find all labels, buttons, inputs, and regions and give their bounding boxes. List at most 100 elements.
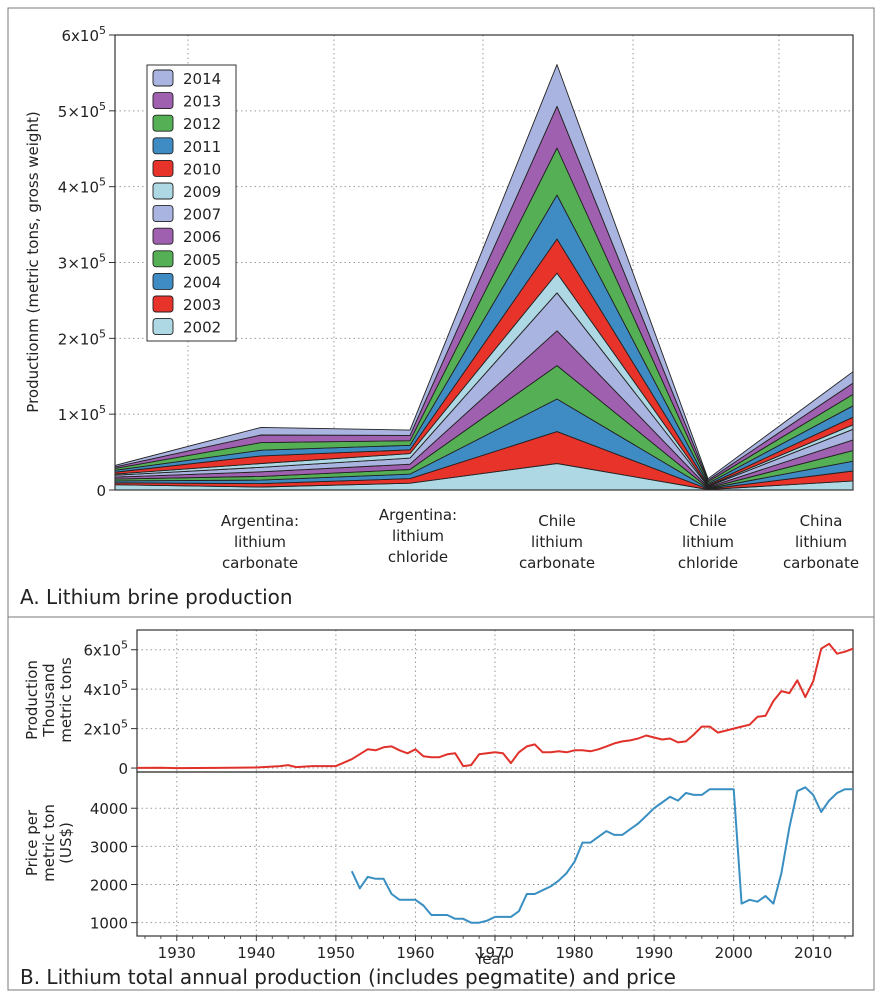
category-label-line: lithium xyxy=(531,533,583,551)
legend-swatch-2009 xyxy=(152,182,174,200)
x-tick-label: 1970 xyxy=(476,944,514,962)
panel-a-y-tick-label-exponent: 5 xyxy=(99,176,106,189)
production-y-tick-label: 2x105 xyxy=(83,718,128,739)
panel-a-y-axis-label: Productionm (metric tons, gross weight) xyxy=(24,111,42,412)
legend-label-2003: 2003 xyxy=(183,296,221,314)
panel-a-y-tick-label: 1×105 xyxy=(58,403,106,424)
category-label-line: Argentina: xyxy=(221,512,299,530)
category-label-line: chloride xyxy=(388,548,448,566)
legend-swatch-2013 xyxy=(152,92,174,110)
panel-b-production-series xyxy=(136,642,854,770)
category-label: Argentina: lithium carbonate xyxy=(221,512,299,572)
price-y-tick-label: 3000 xyxy=(90,838,128,856)
legend-swatch-2014 xyxy=(152,69,174,87)
legend-label-2002: 2002 xyxy=(183,319,221,337)
price-line xyxy=(350,786,853,924)
legend-label-2013: 2013 xyxy=(183,93,221,111)
production-line xyxy=(136,642,854,770)
panel-a-y-tick-label-base: 0 xyxy=(96,482,106,500)
y-axis-label-text: ProductionThousandmetric tons xyxy=(23,657,75,743)
price-y-tick-label-base: 1000 xyxy=(90,915,128,933)
category-label-line: lithium xyxy=(234,533,286,551)
legend-box xyxy=(146,64,237,342)
y-axis-label-line: Thousand xyxy=(40,663,58,737)
panel-a-y-tick-label: 6x105 xyxy=(61,24,106,45)
figure-border xyxy=(7,7,875,991)
panel-a-y-tick-label-base: 1×10 xyxy=(58,406,99,424)
panel-a-y-tick-label-base: 3×10 xyxy=(58,255,99,273)
panel-b-title: B. Lithium total annual production (incl… xyxy=(20,965,676,989)
panel-a-stacked-areas xyxy=(114,64,854,491)
production-y-tick-label-exponent: 5 xyxy=(121,678,128,691)
production-y-tick-label-exponent: 5 xyxy=(121,718,128,731)
price-y-tick-label-base: 4000 xyxy=(90,800,128,818)
panel-a-y-tick-label: 3×105 xyxy=(58,252,106,273)
y-axis-label-line: Price per xyxy=(23,809,41,876)
y-axis-label-line: (US$) xyxy=(57,822,75,864)
legend-label-2004: 2004 xyxy=(183,273,221,291)
legend-label-2005: 2005 xyxy=(183,251,221,269)
production-y-tick-label-base: 6x10 xyxy=(83,642,121,660)
legend-swatch-2002 xyxy=(152,318,174,336)
category-label-line: carbonate xyxy=(222,554,298,572)
panel-a-y-tick-label: 0 xyxy=(96,482,106,500)
panel-a-legend: 2014 2013 2012 2011 2010 2009 2007 2006 2005 2004… xyxy=(146,64,237,342)
category-label-line: Chile xyxy=(538,512,576,530)
category-label-line: chloride xyxy=(678,554,738,572)
y-axis-label-line: metric ton xyxy=(40,804,58,882)
panel-b-x-axis-label: Year xyxy=(474,950,508,968)
price-y-tick-label-base: 2000 xyxy=(90,877,128,895)
x-tick-label: 2010 xyxy=(794,944,832,962)
panel-b-price-series xyxy=(350,786,853,924)
legend-label-2007: 2007 xyxy=(183,206,221,224)
x-tick-label: 1930 xyxy=(158,944,196,962)
price-y-tick-label: 1000 xyxy=(90,915,128,933)
panel-a-y-tick-label-base: 6x10 xyxy=(61,27,99,45)
panel-b-price-grid xyxy=(137,772,853,936)
category-label-line: Chile xyxy=(689,512,727,530)
panel-b-x-ticks: 1930 1940 1950 1960 1970 1980 1990 2000 2010 xyxy=(144,936,846,962)
panel-a-y-tick-label-base: 5×10 xyxy=(58,103,99,121)
legend-swatch-2011 xyxy=(152,137,174,155)
legend-label-2011: 2011 xyxy=(183,138,221,156)
production-y-tick-label: 0 xyxy=(118,760,128,778)
category-label: China lithium carbonate xyxy=(783,512,859,572)
panel-a-y-tick-label-exponent: 5 xyxy=(99,100,106,113)
panel-a-category-labels: Argentina: lithium carbonate Argentina: lith… xyxy=(221,506,859,572)
legend-swatch-2007 xyxy=(152,205,174,223)
panel-a-y-tick-label-base: 4×10 xyxy=(58,179,99,197)
panel-b-production-y-label: ProductionThousandmetric tons xyxy=(23,657,75,743)
panel-a-y-tick-label: 2×105 xyxy=(58,327,106,348)
category-label-line: Argentina: xyxy=(379,506,457,524)
y-axis-label-text: Price permetric ton(US$) xyxy=(23,804,75,882)
panel-b-price-y-ticks: 1000 2000 3000 4000 xyxy=(90,800,137,933)
production-y-tick-label: 6x105 xyxy=(83,639,128,660)
legend-swatch-2003 xyxy=(152,295,174,313)
y-axis-label-line: metric tons xyxy=(57,657,75,743)
legend-label-2012: 2012 xyxy=(183,115,221,133)
panel-b-production-frame xyxy=(136,629,854,773)
category-label: Chile lithium carbonate xyxy=(519,512,595,572)
x-tick-label: 1950 xyxy=(317,944,355,962)
category-label-line: carbonate xyxy=(783,554,859,572)
category-label: Argentina: lithium chloride xyxy=(379,506,457,566)
category-label-line: lithium xyxy=(795,533,847,551)
legend-swatch-2010 xyxy=(152,159,174,177)
x-tick-label: 1940 xyxy=(237,944,275,962)
legend-label-2006: 2006 xyxy=(183,228,221,246)
category-label-line: lithium xyxy=(392,527,444,545)
category-label-line: China xyxy=(800,512,843,530)
legend-label-2009: 2009 xyxy=(183,183,221,201)
legend-label-2014: 2014 xyxy=(183,70,221,88)
legend-swatch-2012 xyxy=(152,114,174,132)
panel-b-production-grid xyxy=(137,630,853,772)
price-y-tick-label: 4000 xyxy=(90,800,128,818)
panel-a-y-tick-label-exponent: 5 xyxy=(99,403,106,416)
production-y-tick-label-base: 0 xyxy=(118,760,128,778)
panel-a-y-tick-label-exponent: 5 xyxy=(99,327,106,340)
category-label-line: lithium xyxy=(682,533,734,551)
panel-a-y-tick-label-exponent: 5 xyxy=(99,24,106,37)
